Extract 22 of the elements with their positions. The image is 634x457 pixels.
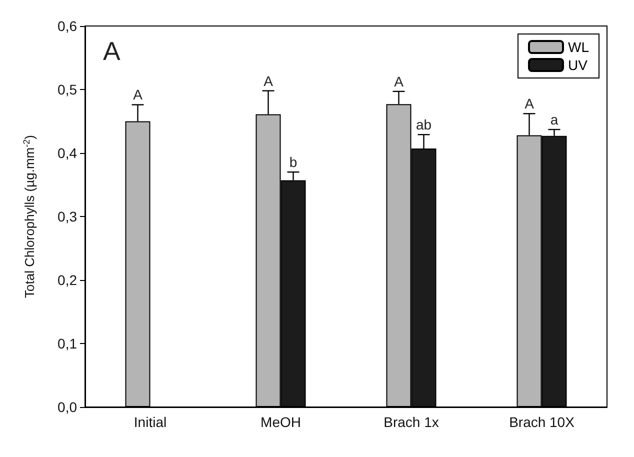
data-label: A <box>133 86 144 103</box>
data-label: A <box>394 73 404 90</box>
data-label: a <box>550 112 558 128</box>
x-tick-label: Brach 10X <box>509 414 576 430</box>
legend-label: UV <box>568 57 588 73</box>
y-tick-label: 0,4 <box>58 145 78 161</box>
data-label: A <box>264 72 274 89</box>
x-tick-label: Initial <box>134 414 167 430</box>
y-tick-label: 0,5 <box>58 82 78 98</box>
x-tick-label: MeOH <box>260 414 301 430</box>
y-axis-title: Total Chlorophylls (µg.mm-2) <box>22 135 37 298</box>
legend-label: WL <box>568 39 590 55</box>
annotation: A <box>103 36 121 66</box>
y-tick-label: 0,2 <box>58 272 78 288</box>
y-tick-label: 0,3 <box>58 208 78 224</box>
data-label: ab <box>416 116 432 133</box>
data-label: b <box>289 154 298 170</box>
y-tick-label: 0,6 <box>58 18 78 34</box>
x-tick-label: Brach 1x <box>384 414 439 430</box>
y-tick-label: 0,0 <box>58 399 78 415</box>
y-tick-label: 0,1 <box>58 336 78 352</box>
data-label: A <box>524 96 535 112</box>
